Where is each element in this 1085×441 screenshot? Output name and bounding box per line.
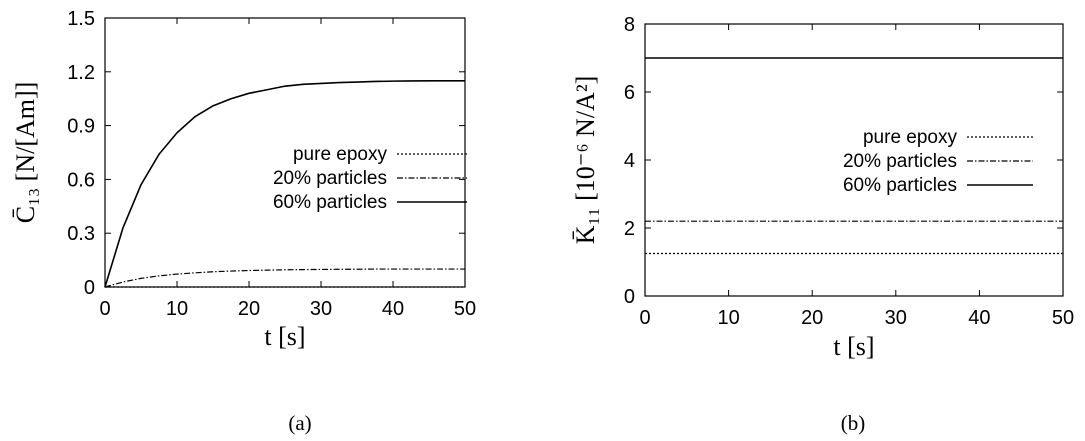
chart-b-x-tick-label: 30 xyxy=(885,307,907,329)
chart-a-frame xyxy=(104,17,466,288)
chart-a-x-axis-label: t [s] xyxy=(264,322,305,351)
chart-b-y-tick-label: 2 xyxy=(624,218,635,240)
chart-a-x-tick-label: 50 xyxy=(454,298,476,320)
chart-b-y-tick-label: 0 xyxy=(624,286,635,308)
chart-a-legend-label: 60% particles xyxy=(273,192,387,213)
chart-b-x-tick-label: 20 xyxy=(801,307,823,329)
chart-b: 0 10 20 30 40 50 0 2 4 6 8 pure epoxy 20% particles… xyxy=(571,14,1074,361)
chart-a-series-line-2 xyxy=(104,268,465,288)
chart-b-x-tick-label: 0 xyxy=(639,307,650,329)
chart-b-x-axis-label: t [s] xyxy=(833,332,874,361)
chart-b-legend-label: pure epoxy xyxy=(863,127,958,148)
chart-a-legend: pure epoxy 20% particles 60% particles xyxy=(273,144,467,213)
chart-a-y-axis-label: C̄₁₃ [N/[Am]] xyxy=(11,82,40,224)
chart-b-lines xyxy=(645,57,1063,255)
chart-b-x-tick-label: 50 xyxy=(1052,307,1074,329)
chart-a-legend-label: 20% particles xyxy=(273,168,387,189)
chart-a-y-tick-label: 0 xyxy=(84,277,95,299)
chart-a-x-tick-label: 30 xyxy=(310,298,332,320)
chart-a: 0 10 20 30 40 50 0 0.3 0.6 0.9 1.2 1.5 pure epoxy 20… xyxy=(11,8,476,351)
chart-a-y-tick-label: 0.3 xyxy=(67,223,95,245)
chart-b-y-tick-label: 4 xyxy=(624,150,635,172)
chart-b-y-tick-label: 6 xyxy=(624,82,635,104)
chart-b-legend-label: 20% particles xyxy=(843,151,957,172)
chart-a-ticks: 0 10 20 30 40 50 0 0.3 0.6 0.9 1.2 1.5 xyxy=(67,8,476,320)
chart-a-x-tick-label: 10 xyxy=(166,298,188,320)
chart-a-series-line-3 xyxy=(104,79,465,288)
chart-a-legend-label: pure epoxy xyxy=(293,144,388,165)
chart-b-legend-label: 60% particles xyxy=(843,175,957,196)
caption-b: (b) xyxy=(841,411,866,435)
chart-a-y-tick-label: 0.9 xyxy=(67,116,95,138)
chart-b-x-tick-label: 10 xyxy=(717,307,739,329)
chart-b-y-axis-label: K̄₁₁ [10⁻⁶ N/A²] xyxy=(571,76,600,245)
chart-b-ticks: 0 10 20 30 40 50 0 2 4 6 8 xyxy=(624,14,1074,329)
chart-a-y-tick-label: 1.2 xyxy=(67,62,95,84)
chart-b-y-tick-label: 8 xyxy=(624,14,635,36)
chart-a-y-tick-label: 0.6 xyxy=(67,169,95,191)
caption-a: (a) xyxy=(288,411,311,435)
chart-b-x-tick-label: 40 xyxy=(968,307,990,329)
chart-a-x-tick-label: 20 xyxy=(238,298,260,320)
chart-b-frame xyxy=(644,23,1064,297)
chart-a-y-tick-label: 1.5 xyxy=(67,8,95,30)
chart-a-x-tick-label: 40 xyxy=(382,298,404,320)
chart-a-x-tick-label: 0 xyxy=(99,298,110,320)
chart-b-legend: pure epoxy 20% particles 60% particles xyxy=(843,127,1033,196)
